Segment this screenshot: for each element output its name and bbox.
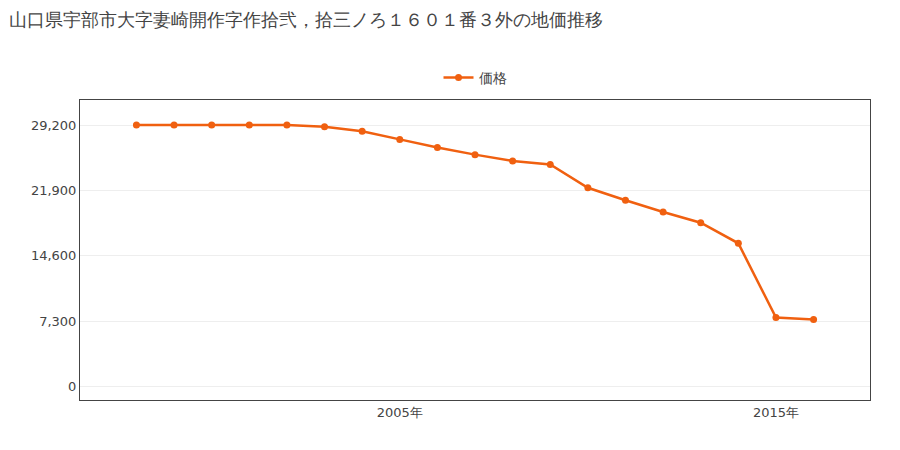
svg-text:2015年: 2015年 [753, 405, 799, 420]
svg-text:7,300: 7,300 [39, 314, 76, 329]
svg-text:2005年: 2005年 [377, 405, 423, 420]
svg-text:価格: 価格 [479, 70, 507, 86]
svg-text:14,600: 14,600 [31, 248, 77, 263]
svg-text:山口県宇部市大字妻崎開作字作拾弐，拾三ノろ１６０１番３外の地: 山口県宇部市大字妻崎開作字作拾弐，拾三ノろ１６０１番３外の地価推移 [9, 9, 603, 30]
svg-text:21,900: 21,900 [31, 183, 77, 198]
svg-text:29,200: 29,200 [31, 118, 77, 133]
svg-text:0: 0 [68, 379, 76, 394]
